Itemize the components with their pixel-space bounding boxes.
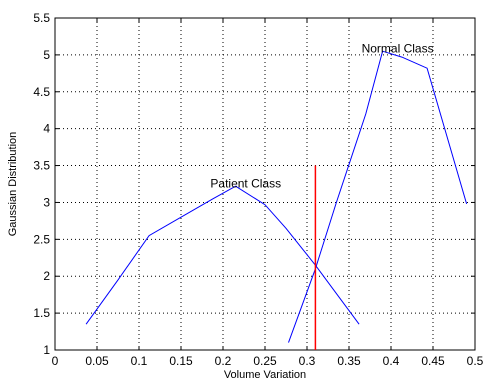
annotation-label: Patient Class (210, 177, 281, 191)
x-axis-label: Volume Variation (224, 369, 306, 380)
y-tick-label: 5 (43, 48, 50, 62)
x-tick-label: 0.45 (421, 354, 445, 368)
x-tick-label: 0.3 (299, 354, 316, 368)
y-tick-label: 4 (43, 122, 50, 136)
x-tick-label: 0.1 (131, 354, 148, 368)
y-axis-label: Gaussian Distribution (7, 132, 19, 237)
x-tick-label: 0.2 (215, 354, 232, 368)
x-tick-label: 0.25 (253, 354, 277, 368)
x-tick-label: 0 (52, 354, 59, 368)
y-tick-label: 2.5 (33, 232, 50, 246)
axis-ticks: 0 0.05 0.1 0.15 0.2 0.25 0.3 0.35 0.4 0.45 0.5 1 1.5… (33, 11, 483, 368)
annotation-label: Normal Class (362, 42, 434, 56)
y-tick-label: 3.5 (33, 159, 50, 173)
x-tick-label: 0.35 (337, 354, 361, 368)
series-layer (85, 50, 468, 350)
y-tick-label: 4.5 (33, 85, 50, 99)
series-line-1 (85, 185, 360, 325)
x-tick-label: 0.15 (169, 354, 193, 368)
x-tick-label: 0.5 (467, 354, 484, 368)
y-tick-label: 1.5 (33, 306, 50, 320)
y-tick-label: 3 (43, 195, 50, 209)
y-tick-label: 2 (43, 269, 50, 283)
x-tick-label: 0.05 (85, 354, 109, 368)
annotations-layer: Patient Class Normal Class (210, 42, 433, 191)
series-line-2 (288, 50, 468, 343)
y-tick-label: 5.5 (33, 11, 50, 25)
y-tick-label: 1 (43, 343, 50, 357)
grid-lines (55, 18, 475, 350)
x-tick-label: 0.4 (383, 354, 400, 368)
